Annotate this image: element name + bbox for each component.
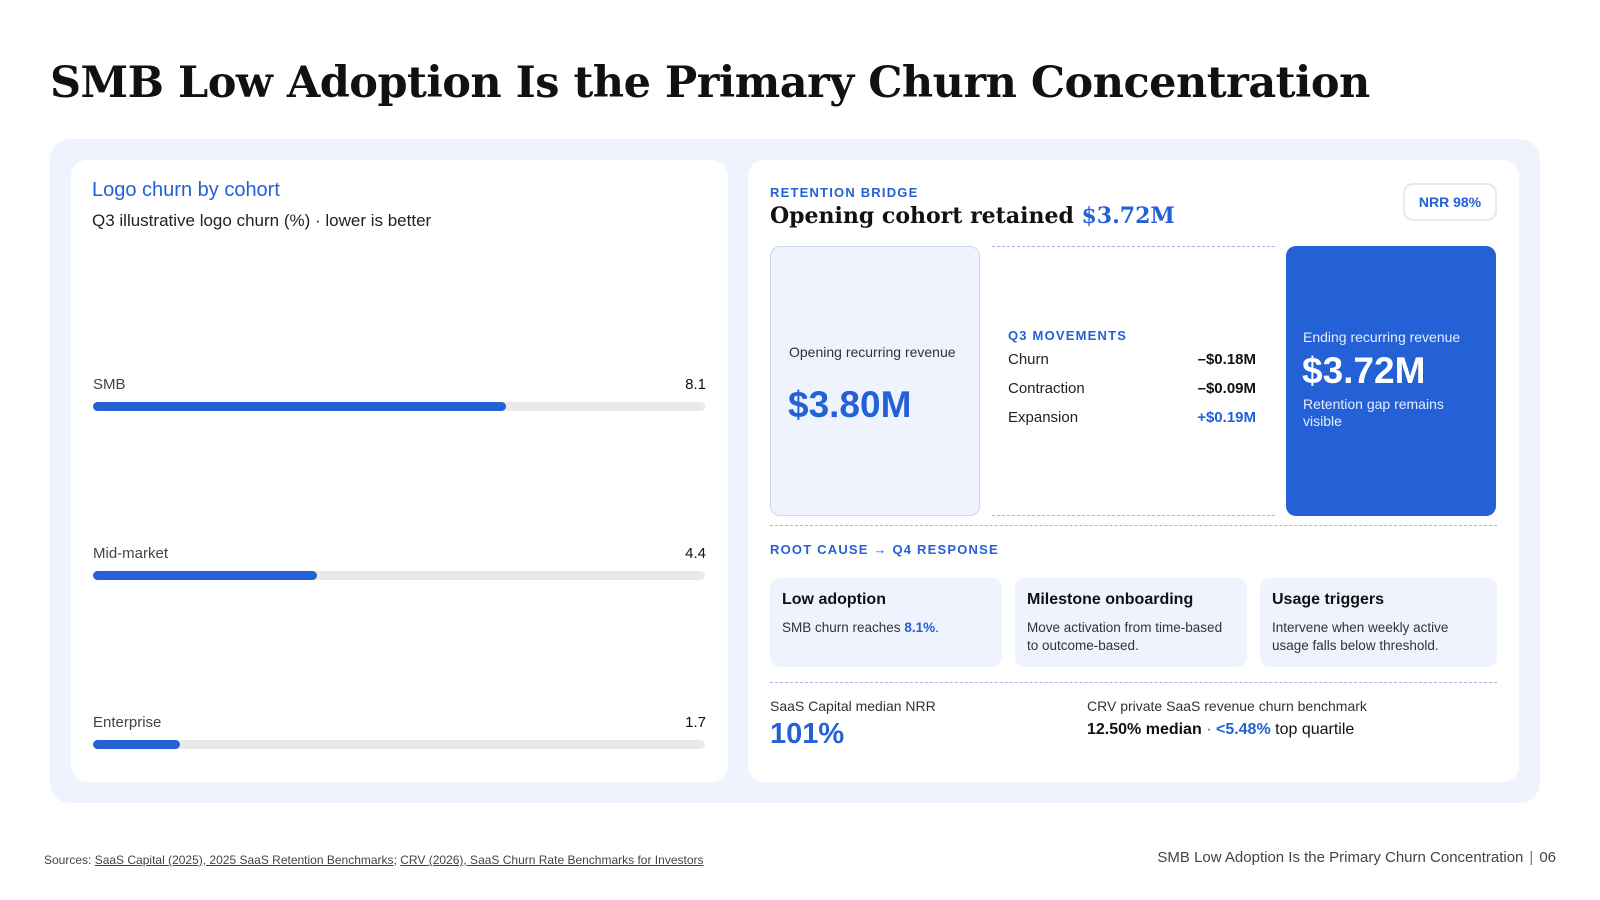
movement-amount: +$0.19M [1197, 409, 1256, 426]
nrr-badge: NRR 98% [1403, 183, 1497, 221]
movement-amount: –$0.18M [1197, 351, 1256, 368]
movement-amount: –$0.09M [1197, 380, 1256, 397]
sources-footer: Sources: SaaS Capital (2025), 2025 SaaS … [44, 853, 704, 867]
ending-revenue-note: Retention gap remains visible [1303, 396, 1444, 429]
page-number: 06 [1539, 849, 1556, 866]
root-cause-card-usage-triggers: Usage triggers Intervene when weekly act… [1260, 578, 1497, 667]
retention-bridge-card: RETENTION BRIDGE Opening cohort retained… [748, 160, 1519, 782]
crv-separator: · [1206, 721, 1212, 738]
bar-mid-market [93, 571, 317, 580]
saas-capital-value: 101% [770, 718, 845, 750]
movement-label: Contraction [1008, 380, 1085, 397]
footer-right: SMB Low Adoption Is the Primary Churn Co… [1157, 849, 1556, 866]
root-cause-kicker: ROOT CAUSE → Q4 RESPONSE [770, 542, 999, 557]
root-cause-body: Intervene when weekly active usage falls… [1272, 620, 1449, 653]
retention-title-value: $3.72M [1081, 203, 1175, 229]
root-cause-body-suffix: . [935, 620, 939, 635]
movements-kicker: Q3 MOVEMENTS [1008, 328, 1128, 343]
sources-prefix: Sources: [44, 853, 92, 867]
movement-label: Expansion [1008, 409, 1079, 426]
root-cause-body-highlight: 8.1% [904, 620, 936, 635]
root-cause-card-milestone-onboarding: Milestone onboarding Move activation fro… [1015, 578, 1247, 667]
bar-value-label: 4.4 [685, 545, 706, 562]
crv-label: CRV private SaaS revenue churn benchmark [1087, 698, 1367, 714]
crv-top-quartile-suffix: top quartile [1275, 721, 1355, 738]
ending-revenue-label: Ending recurring revenue [1303, 329, 1461, 345]
content-frame: Logo churn by cohort Q3 illustrative log… [50, 139, 1540, 803]
bar-label-smb: SMB [93, 376, 126, 393]
bar-label-mid-market: Mid-market [93, 545, 169, 562]
divider [770, 682, 1497, 683]
bar-track [93, 740, 705, 749]
movement-label: Churn [1008, 351, 1049, 368]
retention-kicker: RETENTION BRIDGE [770, 185, 919, 200]
retention-title: Opening cohort retained $3.72M [770, 203, 1175, 229]
chart-title: Logo churn by cohort [92, 179, 280, 201]
source-separator: ; [393, 853, 397, 867]
opening-revenue-box: Opening recurring revenue $3.80M [770, 246, 980, 516]
page-title: SMB Low Adoption Is the Primary Churn Co… [50, 58, 1370, 108]
footer-separator: | [1529, 849, 1534, 866]
bar-value-label: 8.1 [685, 376, 706, 393]
opening-revenue-value: $3.80M [788, 384, 912, 425]
bar-track [93, 571, 705, 580]
root-cause-body: Move activation from time-based to outco… [1027, 620, 1223, 653]
root-cause-body: SMB churn reaches 8.1%. [782, 619, 992, 637]
saas-capital-label: SaaS Capital median NRR [770, 698, 936, 714]
root-cause-card-low-adoption: Low adoption SMB churn reaches 8.1%. [770, 578, 1002, 667]
q3-movements-box: Q3 MOVEMENTS Churn –$0.18M Contraction –… [992, 246, 1275, 516]
chart-subtitle: Q3 illustrative logo churn (%) · lower i… [92, 211, 432, 230]
root-cause-heading: Low adoption [782, 591, 886, 608]
movement-row-churn: Churn –$0.18M [1008, 351, 1256, 368]
source-link-saas-capital[interactable]: SaaS Capital (2025), 2025 SaaS Retention… [94, 853, 394, 867]
footer-title: SMB Low Adoption Is the Primary Churn Co… [1157, 849, 1524, 866]
crv-median: 12.50% median [1087, 721, 1202, 738]
ending-revenue-box: Ending recurring revenue $3.72M Retentio… [1286, 246, 1496, 516]
crv-top-quartile-value: <5.48% [1215, 721, 1271, 738]
root-cause-heading: Usage triggers [1272, 591, 1385, 608]
movement-row-contraction: Contraction –$0.09M [1008, 380, 1256, 397]
root-cause-heading: Milestone onboarding [1027, 591, 1194, 608]
opening-revenue-label: Opening recurring revenue [789, 344, 956, 360]
divider [770, 525, 1497, 526]
bar-enterprise [93, 740, 180, 749]
movement-row-expansion: Expansion +$0.19M [1008, 409, 1256, 426]
bar-value-label: 1.7 [685, 714, 706, 731]
source-link-crv[interactable]: CRV (2026), SaaS Churn Rate Benchmarks f… [400, 853, 704, 867]
root-cause-body-prefix: SMB churn reaches [782, 620, 901, 635]
crv-benchmark-line: 12.50% median · <5.48% top quartile [1087, 721, 1354, 739]
churn-chart-card: Logo churn by cohort Q3 illustrative log… [71, 160, 728, 782]
ending-revenue-value: $3.72M [1302, 350, 1426, 391]
bar-label-enterprise: Enterprise [93, 714, 162, 731]
bar-smb [93, 402, 506, 411]
bar-track [93, 402, 705, 411]
retention-title-prefix: Opening cohort retained [770, 203, 1074, 229]
